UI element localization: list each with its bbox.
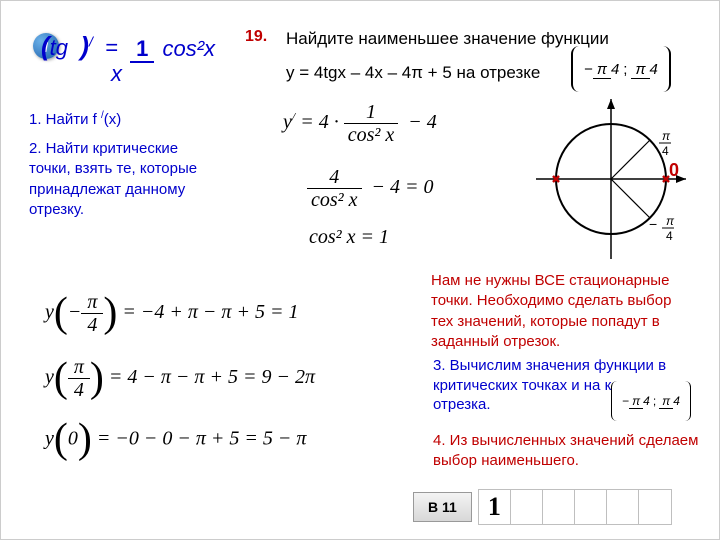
y2-result: = 4 − π − π + 5 = 9 − 2π [109, 366, 315, 388]
task-text: Найдите наименьшее значение функции [286, 29, 609, 49]
y-value-1: y(−π4) = −4 + π − π + 5 = 1 [45, 291, 298, 336]
y-sym: y [283, 111, 292, 133]
svg-text:4: 4 [662, 144, 669, 158]
small-interval: − π4 ; π4 [611, 381, 691, 421]
answer-cell-5[interactable] [607, 490, 639, 524]
answer-cell-2[interactable] [511, 490, 543, 524]
y3-arg: 0 [68, 428, 78, 450]
coeff: 4 [319, 111, 329, 133]
y1-result: = −4 + π − π + 5 = 1 [122, 301, 298, 323]
answer-cell-1[interactable]: 1 [479, 490, 511, 524]
eq2-rhs: − 4 = 0 [372, 176, 434, 198]
equation-cos: cos² x = 1 [309, 226, 389, 249]
answer-label: В 11 [413, 492, 472, 522]
interval-brackets: − π4 ; π4 [571, 46, 671, 92]
step-4: 4. Из вычисленных значений сделаем выбор… [433, 431, 703, 470]
svg-text:π: π [662, 129, 671, 143]
deriv-var: x [111, 61, 122, 87]
deriv-den: cos²x [161, 36, 218, 61]
unit-circle: π 4 − π 4 0 [531, 99, 691, 259]
equation-set-zero: 4 cos² x − 4 = 0 [307, 166, 434, 211]
answer-cell-3[interactable] [543, 490, 575, 524]
si-ld: 4 [643, 394, 650, 408]
step-2: 2. Найти критические точки, взять те, ко… [29, 139, 209, 220]
y2-den: 4 [68, 379, 90, 401]
eq1-den: cos² x [344, 124, 399, 146]
svg-text:4: 4 [666, 229, 673, 243]
answer-cell-6[interactable] [639, 490, 671, 524]
svg-text:−: − [649, 216, 657, 232]
svg-text:0: 0 [669, 160, 679, 180]
si-ln: π [629, 394, 643, 409]
step1-pre: 1. Найти f [29, 111, 101, 128]
answer-cells: 1 [478, 489, 672, 525]
y1-num: π [81, 291, 103, 314]
step1-post: (x) [104, 111, 122, 128]
function-text: y = 4tgx – 4x – 4π + 5 на отрезке [286, 63, 540, 83]
svg-text:π: π [666, 214, 675, 228]
interval-upper-den: 4 [650, 61, 658, 78]
y1-den: 4 [81, 314, 103, 336]
problem-number: 19. [245, 28, 267, 46]
interval-lower-den: 4 [611, 61, 619, 78]
interval-upper-num: π [631, 61, 649, 79]
red-note: Нам не нужны ВСЕ стационарные точки. Нео… [431, 271, 696, 352]
y3-result: = −0 − 0 − π + 5 = 5 − π [97, 428, 307, 450]
si-ud: 4 [673, 394, 680, 408]
derivative-formula: (tg )/ = 1 cos²x x [41, 31, 217, 62]
tg-label: tg [50, 35, 68, 60]
prime: / [292, 109, 295, 123]
step-1: 1. Найти f /(x) [29, 110, 121, 128]
eq1-minus: − 4 [408, 111, 437, 133]
y2-num: π [68, 356, 90, 379]
eq1-num: 1 [344, 101, 399, 124]
equation-derivative: y/ = 4 · 1 cos² x − 4 [283, 101, 437, 146]
interval-lower-num: π [593, 61, 611, 79]
y-value-3: y(0) = −0 − 0 − π + 5 = 5 − π [45, 421, 306, 459]
answer-strip: В 11 1 [413, 489, 672, 525]
deriv-num: 1 [130, 36, 154, 63]
eq2-num: 4 [307, 166, 362, 189]
answer-cell-4[interactable] [575, 490, 607, 524]
si-un: π [659, 394, 673, 409]
y-value-2: y(π4) = 4 − π − π + 5 = 9 − 2π [45, 356, 315, 401]
eq2-den: cos² x [307, 189, 362, 211]
